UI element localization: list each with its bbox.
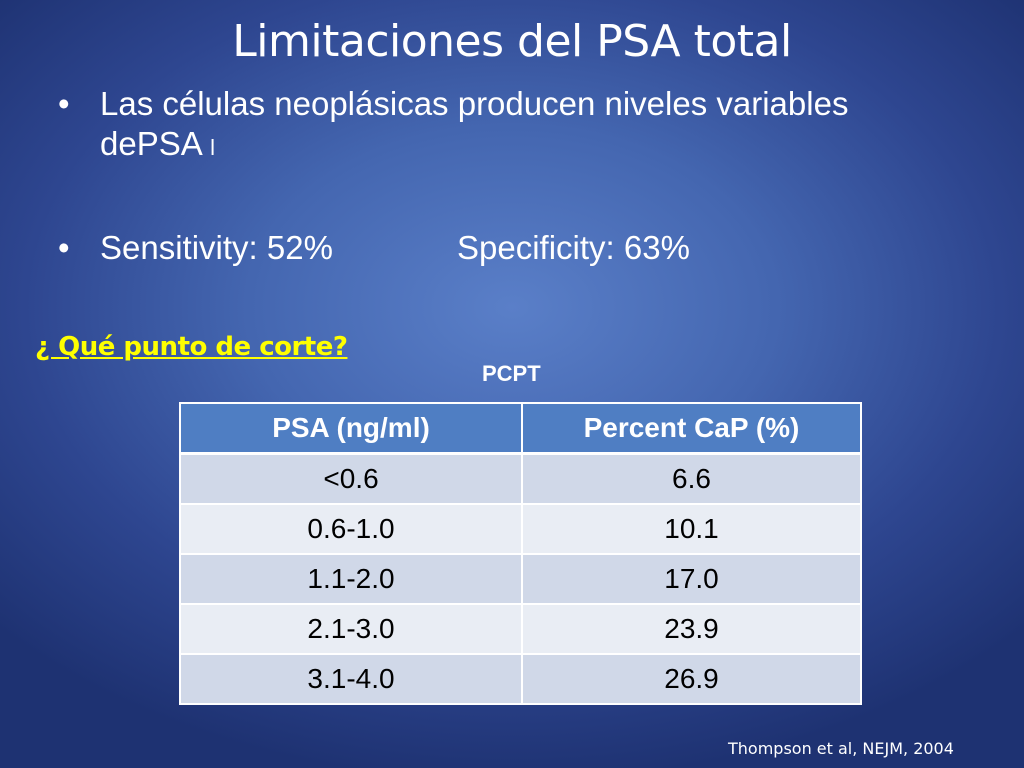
table-row: 0.6-1.0 10.1 <box>179 503 862 555</box>
table-title: PCPT <box>482 361 541 386</box>
bullet-suffix: l <box>210 135 215 160</box>
percent-cap-cell: 26.9 <box>521 653 862 705</box>
percent-cap-cell: 6.6 <box>521 452 862 505</box>
psa-range-cell: 3.1-4.0 <box>179 653 523 705</box>
slide-title: Limitaciones del PSA total <box>232 16 792 67</box>
table-row: <0.6 6.6 <box>179 452 862 505</box>
bullet-marker: • <box>58 85 70 122</box>
bullet-neoplastic-cells: Las células neoplásicas producen niveles… <box>100 84 860 168</box>
table-row: 3.1-4.0 26.9 <box>179 653 862 705</box>
psa-range-cell: 2.1-3.0 <box>179 603 523 655</box>
sensitivity-text: Sensitivity: 52% <box>100 229 333 266</box>
specificity-text: Specificity: 63% <box>457 229 690 266</box>
column-header-percent-cap: Percent CaP (%) <box>521 402 862 455</box>
table-row: 1.1-2.0 17.0 <box>179 553 862 605</box>
percent-cap-cell: 17.0 <box>521 553 862 605</box>
citation: Thompson et al, NEJM, 2004 <box>728 739 954 758</box>
bullet-text: Las células neoplásicas producen niveles… <box>100 85 849 162</box>
table-header-row: PSA (ng/ml) Percent CaP (%) <box>179 402 862 455</box>
bullet-marker: • <box>58 229 70 266</box>
psa-range-cell: 0.6-1.0 <box>179 503 523 555</box>
column-header-psa: PSA (ng/ml) <box>179 402 523 455</box>
percent-cap-cell: 23.9 <box>521 603 862 655</box>
table-row: 2.1-3.0 23.9 <box>179 603 862 655</box>
percent-cap-cell: 10.1 <box>521 503 862 555</box>
psa-range-cell: 1.1-2.0 <box>179 553 523 605</box>
cutoff-question: ¿ Qué punto de corte? <box>35 332 348 362</box>
psa-cancer-table: PSA (ng/ml) Percent CaP (%) <0.6 6.6 0.6… <box>179 402 862 705</box>
psa-range-cell: <0.6 <box>179 452 523 505</box>
